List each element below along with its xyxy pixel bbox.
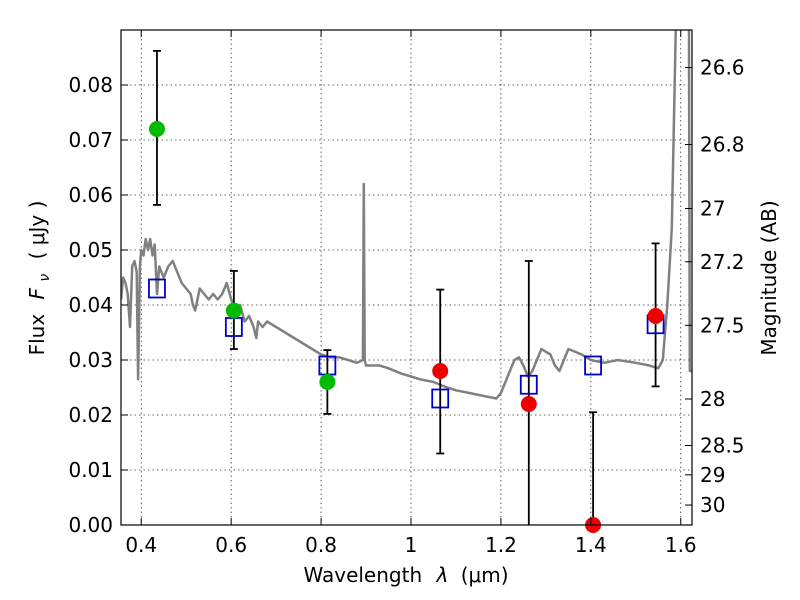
y-tick-label: 0.08 <box>68 73 113 97</box>
y-tick-label: 0.00 <box>68 513 113 537</box>
x-axis-label: Wavelength λ (μm) <box>303 563 508 587</box>
x-axis-label-prefix: Wavelength <box>303 563 422 587</box>
x-tick-label: 1 <box>405 533 418 557</box>
points-layer <box>148 50 665 533</box>
y-tick-label: 0.06 <box>68 183 113 207</box>
plot-background <box>121 30 692 525</box>
red-data-point <box>647 308 664 324</box>
model-photometry-square <box>148 278 166 299</box>
model-spectrum-line <box>121 30 678 400</box>
model-photometry-square <box>584 355 602 376</box>
green-data-point <box>319 374 336 390</box>
y-axis-label: Flux F ν ( μJy ) <box>25 201 54 356</box>
x-axis-label-unit: (μm) <box>461 563 509 587</box>
x-tick-label: 0.8 <box>305 533 337 557</box>
red-data-point <box>520 396 537 412</box>
y-tick-label: 0.04 <box>68 293 113 317</box>
y-tick-label: 0.01 <box>68 458 113 482</box>
y2-tick-label: 26.8 <box>700 132 745 156</box>
series-layer <box>121 30 692 400</box>
model-spectrum-tail <box>687 30 692 373</box>
y2-tick-label: 27.2 <box>700 250 745 274</box>
y2-tick-label: 26.6 <box>700 56 745 80</box>
plot-frame <box>120 29 693 526</box>
model-photometry-square <box>519 374 538 395</box>
y-axis-label-prefix: Flux <box>25 314 49 356</box>
tick-marks <box>121 30 692 526</box>
y2-tick-label: 27 <box>700 197 725 221</box>
y2-tick-label: 28.5 <box>700 434 745 458</box>
x-axis-label-symbol: λ <box>436 563 449 587</box>
tick-labels: 0.4 0.6 0.8 1 1.2 1.4 1.6 0.00 0.01 0.02 0.03 0.04 0… <box>68 56 744 557</box>
x-tick-label: 1.2 <box>485 533 517 557</box>
y-tick-label: 0.02 <box>68 403 113 427</box>
x-tick-label: 0.4 <box>125 533 157 557</box>
y-axis-label-symbol: F <box>25 287 49 299</box>
green-data-point <box>148 121 165 137</box>
y2-tick-label: 30 <box>700 493 725 517</box>
y-axis-label-unit: ( μJy ) <box>25 201 49 260</box>
y2-tick-label: 29 <box>700 463 725 487</box>
x-tick-label: 1.4 <box>575 533 607 557</box>
grid-lines <box>121 30 692 525</box>
y-tick-label: 0.07 <box>68 128 113 152</box>
y2-axis-label: Magnitude (AB) <box>757 200 781 355</box>
model-photometry-square <box>431 388 450 409</box>
y2-tick-label: 27.5 <box>700 313 745 337</box>
y-tick-label: 0.03 <box>68 348 113 372</box>
x-tick-label: 0.6 <box>215 533 247 557</box>
green-data-point <box>225 302 242 319</box>
x-tick-label: 1.6 <box>665 533 697 557</box>
y2-tick-label: 28 <box>700 387 725 411</box>
red-data-point <box>432 363 449 379</box>
y-tick-label: 0.05 <box>68 238 113 262</box>
y-axis-label-subscript: ν <box>37 274 53 282</box>
